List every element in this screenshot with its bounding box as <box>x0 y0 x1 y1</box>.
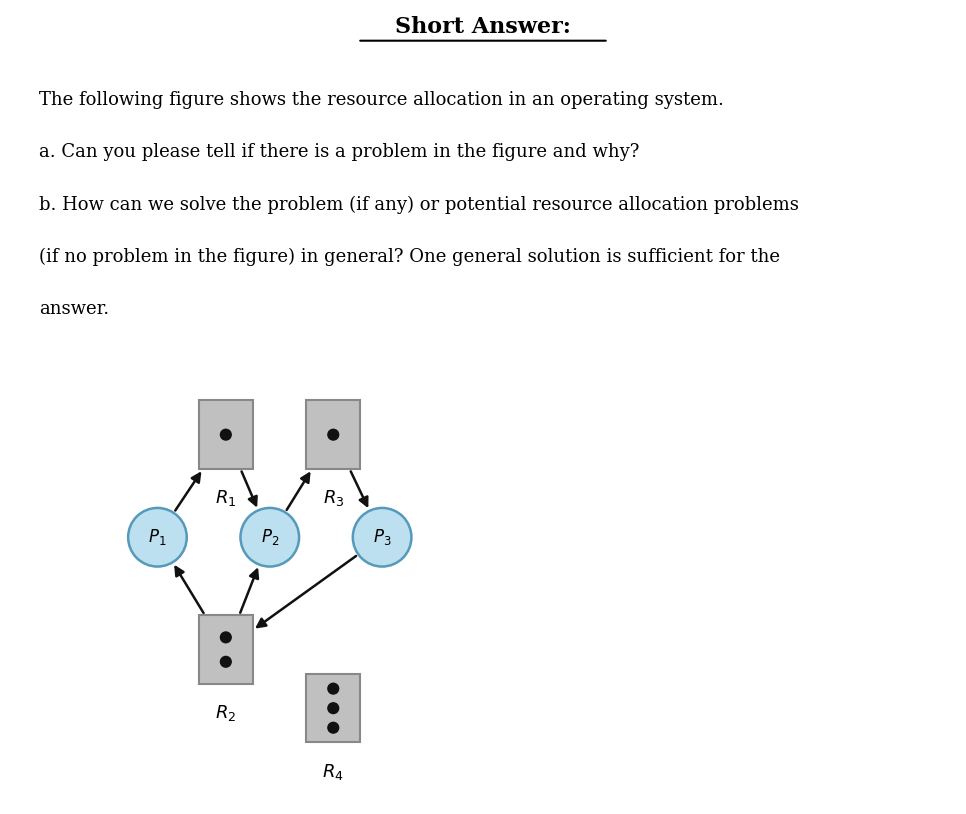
Text: a. Can you please tell if there is a problem in the figure and why?: a. Can you please tell if there is a pro… <box>39 143 639 161</box>
Circle shape <box>241 508 299 567</box>
Circle shape <box>327 429 339 440</box>
Text: b. How can we solve the problem (if any) or potential resource allocation proble: b. How can we solve the problem (if any)… <box>39 195 799 213</box>
Circle shape <box>220 429 231 440</box>
Text: $R_{2}$: $R_{2}$ <box>215 703 237 724</box>
Text: (if no problem in the figure) in general? One general solution is sufficient for: (if no problem in the figure) in general… <box>39 247 780 265</box>
Circle shape <box>128 508 186 567</box>
Circle shape <box>327 702 339 714</box>
Text: $R_{3}$: $R_{3}$ <box>323 488 344 509</box>
Text: $P_{2}$: $P_{2}$ <box>261 527 279 547</box>
Text: Short Answer:: Short Answer: <box>395 16 571 38</box>
FancyBboxPatch shape <box>199 615 253 684</box>
Circle shape <box>220 632 231 643</box>
Text: $R_{4}$: $R_{4}$ <box>323 762 344 782</box>
Circle shape <box>353 508 412 567</box>
Circle shape <box>220 656 231 667</box>
Text: The following figure shows the resource allocation in an operating system.: The following figure shows the resource … <box>39 91 724 109</box>
Text: answer.: answer. <box>39 300 109 317</box>
Circle shape <box>327 722 339 733</box>
FancyBboxPatch shape <box>199 400 253 469</box>
FancyBboxPatch shape <box>306 674 360 742</box>
FancyBboxPatch shape <box>306 400 360 469</box>
Text: $P_{1}$: $P_{1}$ <box>148 527 167 547</box>
Circle shape <box>327 683 339 694</box>
Text: $P_{3}$: $P_{3}$ <box>373 527 391 547</box>
Text: $R_{1}$: $R_{1}$ <box>215 488 237 509</box>
